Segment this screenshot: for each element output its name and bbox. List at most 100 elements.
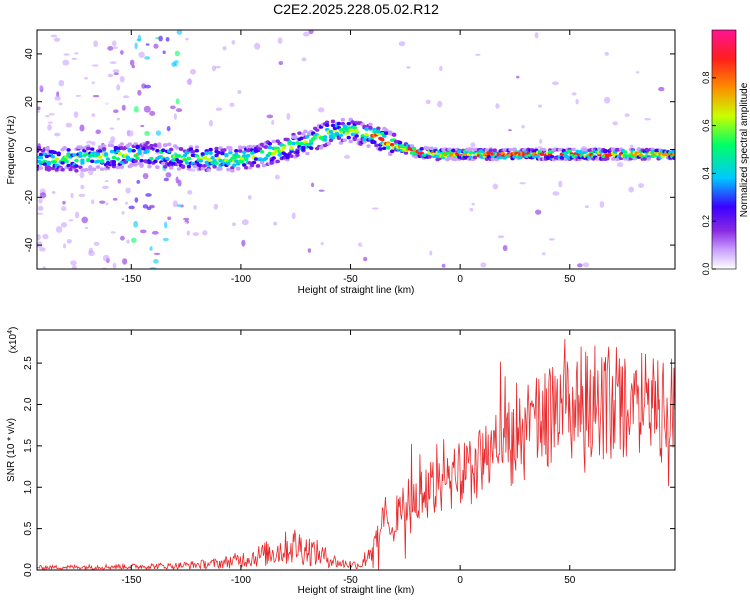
spectrogram-cell xyxy=(180,165,186,169)
spectrogram-cell xyxy=(147,164,152,169)
spectrogram-cell xyxy=(202,155,207,160)
spectrogram-cell xyxy=(538,104,543,108)
spectrogram-cell xyxy=(125,157,130,162)
spectrogram-cell xyxy=(174,146,180,150)
spectrogram-cell xyxy=(210,155,215,160)
spectrogram-cell xyxy=(241,239,246,247)
spectrogram-cell xyxy=(70,192,74,199)
spectrogram-panel: -150 -100 -50 0 50 -40 -20 0 20 40 Height of str… xyxy=(6,29,676,296)
spectrogram-cell xyxy=(624,113,630,118)
spectrogram-cell xyxy=(658,86,665,92)
spectrogram-cell xyxy=(47,121,54,124)
spectrogram-cell xyxy=(129,59,135,66)
spectrogram-cell xyxy=(263,156,269,161)
spectrogram-cell xyxy=(82,45,90,51)
spectrogram-cell xyxy=(89,42,95,49)
spectrogram-cell xyxy=(178,229,184,235)
spectrogram-cell xyxy=(567,149,572,154)
spectrogram-cell xyxy=(125,46,129,53)
spectrogram-cell xyxy=(229,102,235,107)
spectrogram-cell xyxy=(133,106,139,113)
spectrogram-cell xyxy=(101,185,109,190)
spectrogram-cell xyxy=(492,183,499,190)
spectrogram-cell xyxy=(182,217,190,221)
spectrogram-cell xyxy=(74,52,79,55)
spectrogram-cell xyxy=(137,89,142,96)
spectrogram-cell xyxy=(126,239,130,244)
spectrogram-cell xyxy=(346,180,352,186)
spectrogram-cell xyxy=(364,127,369,131)
spectrogram-cell xyxy=(91,81,95,85)
spectrogram-cell xyxy=(552,191,560,196)
spectrogram-cell xyxy=(334,131,340,136)
spectrogram-cell xyxy=(74,211,80,219)
spectrogram-cell xyxy=(376,126,381,131)
spectrogram-cell xyxy=(348,117,353,122)
spectrogram-cell xyxy=(79,124,85,132)
spectrogram-cell xyxy=(267,141,273,146)
spectrogram-cell xyxy=(214,66,222,69)
y-tick-label: 0.0 xyxy=(23,563,34,577)
spectrogram-cell xyxy=(492,148,497,153)
spectrogram-cell xyxy=(512,147,517,152)
spectrogram-cell xyxy=(71,264,77,269)
spectrogram-cell xyxy=(157,142,162,146)
spectrogram-cell xyxy=(275,159,280,164)
spectrogram-cell xyxy=(115,157,121,161)
spectrogram-cell xyxy=(311,182,315,188)
spectrogram-cell xyxy=(183,221,188,227)
spectrogram-cell xyxy=(498,155,503,160)
spectrogram-cell xyxy=(419,147,424,151)
spectrogram-cell xyxy=(468,147,474,152)
spectrogram-cell xyxy=(142,204,149,209)
spectrogram-cell xyxy=(56,91,60,98)
spectrogram-cell xyxy=(139,158,144,163)
spectrogram-cell xyxy=(93,241,100,246)
spectrogram-cell xyxy=(238,146,243,151)
spectrogram-cell xyxy=(78,193,86,197)
spectrogram-cell xyxy=(425,99,431,105)
spectrogram-cell xyxy=(140,124,145,127)
spectrogram-cell xyxy=(138,51,145,59)
spectrogram-cell xyxy=(37,164,40,169)
spectrogram-cell xyxy=(273,221,278,226)
spectrogram-cell xyxy=(604,51,609,56)
spectrogram-cell xyxy=(73,111,79,118)
spectrogram-cell xyxy=(214,161,219,165)
spectrogram-cell xyxy=(42,162,48,166)
spectrogram-cell xyxy=(163,164,168,169)
spectrogram-cell xyxy=(508,129,512,132)
spectrogram-cell xyxy=(603,149,608,154)
spectrogram-cell xyxy=(37,241,43,249)
spectrogram-cell xyxy=(590,42,595,45)
spectrogram-cell xyxy=(90,147,95,151)
spectrogram-cell xyxy=(646,157,651,161)
snr-scale-exp: 4 xyxy=(7,330,14,334)
spectrogram-cell xyxy=(37,262,42,268)
spectrogram-cell xyxy=(42,159,48,164)
spectrogram-cell xyxy=(113,109,119,114)
spectrogram-cell xyxy=(136,179,141,184)
spectrogram-cell xyxy=(142,172,149,180)
spectrogram-cell xyxy=(180,240,187,244)
spectrogram-cell xyxy=(97,149,103,153)
spectrogram-cell xyxy=(109,61,117,65)
spectrogram-x-label: Height of straight line (km) xyxy=(298,285,415,296)
spectrogram-cell xyxy=(65,32,71,35)
spectrogram-cell xyxy=(288,97,294,101)
spectrogram-cell xyxy=(583,147,588,152)
spectrogram-cell xyxy=(238,149,243,153)
spectrogram-cell xyxy=(38,197,43,204)
spectrogram-cell xyxy=(457,149,462,154)
spectrogram-cell xyxy=(186,230,191,236)
spectrogram-cell xyxy=(391,133,397,137)
spectrogram-cell xyxy=(204,160,209,165)
spectrogram-cell xyxy=(133,159,138,163)
spectrogram-cell xyxy=(176,30,183,35)
spectrogram-cell xyxy=(380,137,385,142)
spectrogram-cell xyxy=(133,220,139,228)
spectrogram-cell xyxy=(208,147,213,152)
spectrogram-cell xyxy=(70,260,77,266)
spectrogram-cell xyxy=(336,136,342,140)
spectrogram-cell xyxy=(638,173,643,178)
